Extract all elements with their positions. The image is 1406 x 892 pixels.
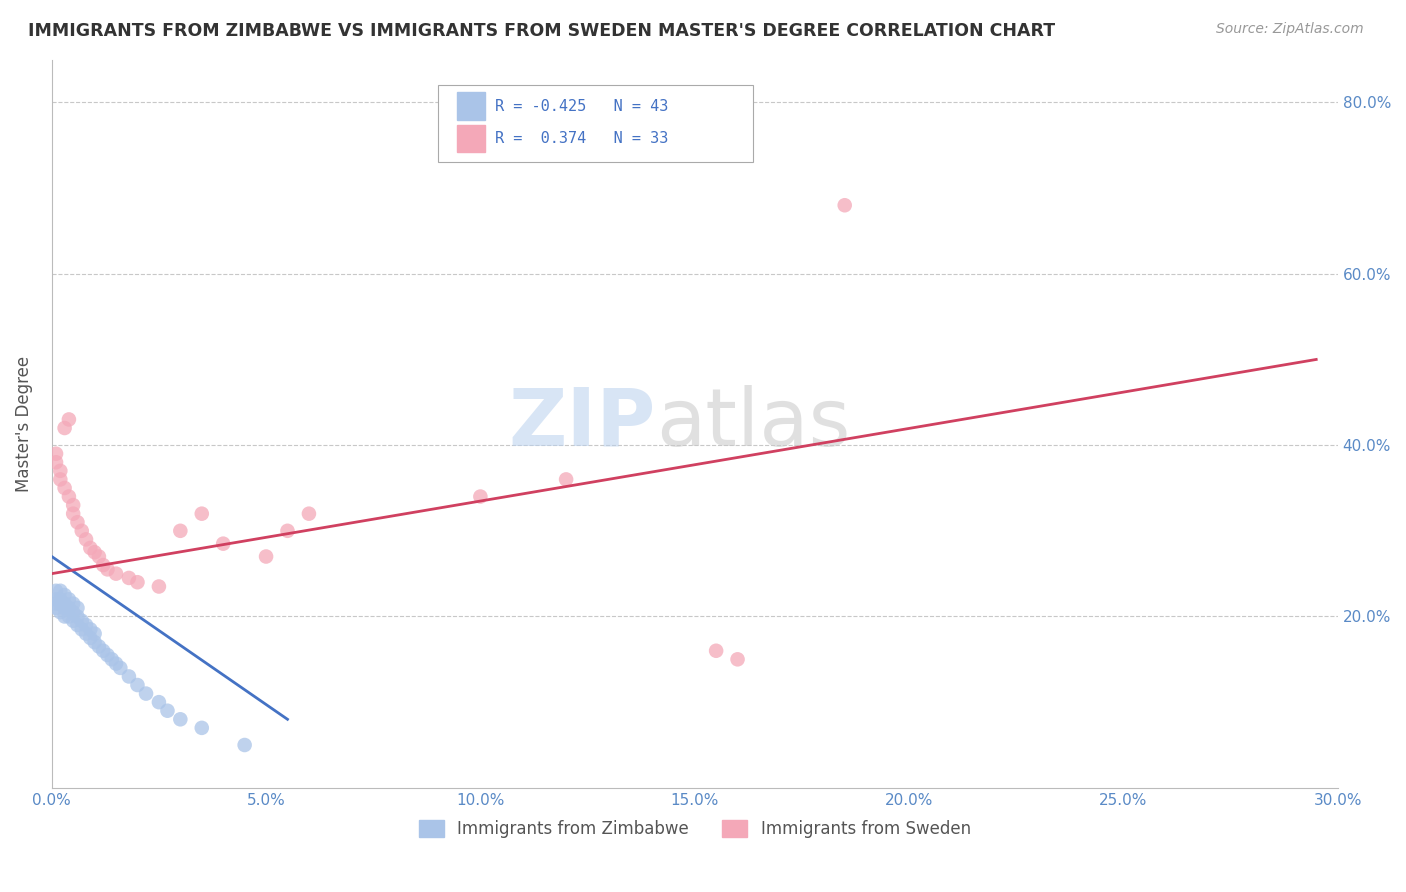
- Point: [148, 580, 170, 594]
- Point: [105, 657, 128, 671]
- Point: [45, 447, 67, 461]
- Point: [75, 533, 97, 547]
- Point: [62, 614, 84, 628]
- Point: [66, 618, 89, 632]
- Point: [45, 583, 67, 598]
- Point: [49, 592, 72, 607]
- Point: [276, 524, 298, 538]
- Point: [75, 618, 97, 632]
- Point: [45, 597, 67, 611]
- Point: [727, 652, 749, 666]
- Point: [62, 507, 84, 521]
- Point: [53, 601, 76, 615]
- Point: [83, 545, 105, 559]
- Point: [191, 721, 214, 735]
- Legend: Immigrants from Zimbabwe, Immigrants from Sweden: Immigrants from Zimbabwe, Immigrants fro…: [412, 814, 977, 845]
- Point: [49, 597, 72, 611]
- Point: [118, 571, 141, 585]
- Point: [58, 609, 80, 624]
- Point: [834, 198, 856, 212]
- Point: [49, 605, 72, 619]
- Point: [191, 507, 214, 521]
- Y-axis label: Master's Degree: Master's Degree: [15, 356, 32, 491]
- Text: atlas: atlas: [657, 384, 851, 463]
- Text: R =  0.374   N = 33: R = 0.374 N = 33: [495, 131, 669, 146]
- Point: [70, 614, 93, 628]
- Point: [58, 601, 80, 615]
- Point: [79, 623, 101, 637]
- Point: [254, 549, 277, 564]
- Point: [91, 644, 114, 658]
- Text: Source: ZipAtlas.com: Source: ZipAtlas.com: [1216, 22, 1364, 37]
- Point: [156, 704, 179, 718]
- Point: [79, 631, 101, 645]
- Point: [83, 635, 105, 649]
- Point: [148, 695, 170, 709]
- Point: [75, 626, 97, 640]
- Point: [58, 490, 80, 504]
- Point: [79, 541, 101, 555]
- Point: [135, 687, 157, 701]
- Point: [96, 562, 118, 576]
- Point: [704, 644, 727, 658]
- Point: [66, 515, 89, 529]
- Point: [49, 464, 72, 478]
- Point: [49, 472, 72, 486]
- Point: [87, 640, 110, 654]
- Point: [45, 592, 67, 607]
- Point: [70, 623, 93, 637]
- Point: [45, 455, 67, 469]
- Point: [169, 524, 191, 538]
- Point: [53, 597, 76, 611]
- Point: [53, 609, 76, 624]
- Point: [87, 549, 110, 564]
- Point: [49, 583, 72, 598]
- Point: [45, 601, 67, 615]
- Point: [470, 490, 492, 504]
- Point: [83, 626, 105, 640]
- Point: [233, 738, 256, 752]
- Point: [555, 472, 578, 486]
- Bar: [457, 125, 485, 153]
- Point: [53, 421, 76, 435]
- Point: [127, 678, 149, 692]
- Point: [53, 481, 76, 495]
- Point: [70, 524, 93, 538]
- Point: [66, 609, 89, 624]
- Text: IMMIGRANTS FROM ZIMBABWE VS IMMIGRANTS FROM SWEDEN MASTER'S DEGREE CORRELATION C: IMMIGRANTS FROM ZIMBABWE VS IMMIGRANTS F…: [28, 22, 1056, 40]
- Point: [212, 536, 235, 550]
- Point: [100, 652, 122, 666]
- Point: [58, 412, 80, 426]
- FancyBboxPatch shape: [437, 85, 752, 161]
- Point: [62, 605, 84, 619]
- Bar: [457, 92, 485, 120]
- Point: [53, 588, 76, 602]
- Point: [110, 661, 132, 675]
- Point: [62, 597, 84, 611]
- Point: [118, 669, 141, 683]
- Point: [127, 575, 149, 590]
- Point: [169, 712, 191, 726]
- Point: [105, 566, 128, 581]
- Point: [58, 592, 80, 607]
- Text: R = -0.425   N = 43: R = -0.425 N = 43: [495, 98, 669, 113]
- Point: [298, 507, 321, 521]
- Text: ZIP: ZIP: [509, 384, 657, 463]
- Point: [62, 498, 84, 512]
- Point: [96, 648, 118, 662]
- Point: [66, 601, 89, 615]
- Point: [91, 558, 114, 573]
